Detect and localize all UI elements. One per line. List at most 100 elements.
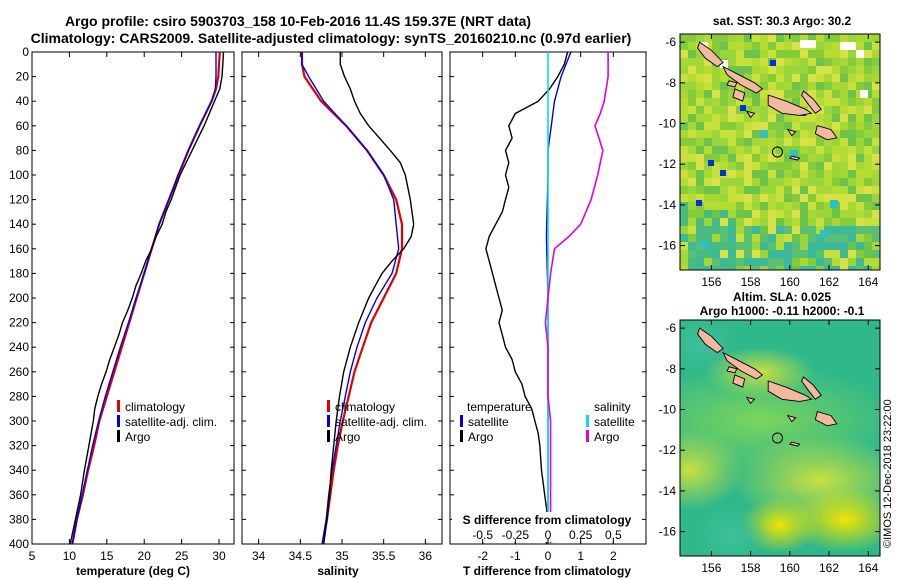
sst-cell [824, 82, 832, 90]
sst-cell [840, 250, 848, 258]
sst-cell [792, 250, 800, 258]
legend-swatch-satellite [117, 415, 120, 427]
sst-cell [792, 122, 800, 130]
sst-cell [680, 122, 688, 130]
island [732, 374, 746, 388]
legend-swatch-climatology [327, 400, 330, 412]
sst-cell [696, 218, 704, 226]
sst-cell [808, 178, 816, 186]
sst-cell [704, 82, 712, 90]
sst-cell [688, 122, 696, 130]
sst-cell-cold [740, 105, 746, 111]
sst-cell [856, 266, 864, 270]
sst-cell [792, 42, 800, 50]
sst-cell [800, 122, 808, 130]
sst-cell [808, 242, 816, 250]
sst-cell-missing [808, 40, 816, 48]
sst-cell [768, 194, 776, 202]
sst-cell [744, 66, 752, 74]
sst-cell [800, 138, 808, 146]
sst-cell [856, 66, 864, 74]
sst-cell [760, 106, 768, 114]
sst-cell [760, 154, 768, 162]
sst-cell [840, 58, 848, 66]
s-tick-label: -0.5 [472, 528, 493, 542]
sst-cell [848, 50, 856, 58]
sst-cell [872, 106, 880, 114]
sst-cell [712, 202, 720, 210]
sst-cell [688, 162, 696, 170]
sla-blob [680, 430, 745, 510]
sst-cell [752, 234, 760, 242]
sst-cell [696, 58, 704, 66]
sst-cell [816, 34, 824, 42]
legend-title-temperature: temperature [467, 400, 532, 414]
x-tick-label: 34.5 [289, 549, 313, 563]
sst-cell [784, 258, 792, 266]
legend-label-argo: Argo [125, 430, 151, 444]
sst-cell [776, 210, 784, 218]
sst-cell [704, 154, 712, 162]
sst-cell [752, 98, 760, 106]
difference-lines [485, 52, 609, 544]
x-tick-label: 34 [252, 549, 266, 563]
sst-cell [792, 82, 800, 90]
lat-tick-label: -6 [665, 35, 676, 49]
sst-cell [736, 242, 744, 250]
sst-cell [832, 42, 840, 50]
sst-cell [816, 90, 824, 98]
sst-cell [696, 266, 704, 270]
sst-cell [752, 138, 760, 146]
sst-map-grid [680, 34, 880, 270]
sst-cell [768, 50, 776, 58]
sst-cell [840, 162, 848, 170]
sst-cell [752, 170, 760, 178]
sst-cell [776, 66, 784, 74]
sst-cell [712, 114, 720, 122]
sst-cell [800, 226, 808, 234]
sst-cell [704, 258, 712, 266]
sst-cell [736, 130, 744, 138]
sst-cell [768, 162, 776, 170]
lon-tick-label: 158 [741, 275, 761, 289]
sst-cell [816, 194, 824, 202]
sst-cell [704, 210, 712, 218]
sst-cell [680, 162, 688, 170]
sst-cell [832, 170, 840, 178]
sst-cell [840, 154, 848, 162]
sst-cell [784, 266, 792, 270]
sst-cell [680, 58, 688, 66]
sst-cell [712, 186, 720, 194]
sst-cell [824, 90, 832, 98]
sst-cell [688, 194, 696, 202]
sst-cell [728, 194, 736, 202]
s-difference-label: S difference from climatology [463, 513, 632, 527]
sst-cell [744, 138, 752, 146]
sst-cell [784, 122, 792, 130]
sst-cell [840, 210, 848, 218]
sst-cell [688, 130, 696, 138]
sst-cell [792, 226, 800, 234]
legend-label-s-satellite: satellite [594, 415, 635, 429]
sst-cell [816, 154, 824, 162]
sst-cell [768, 90, 776, 98]
sst-cell [736, 202, 744, 210]
y-tick-label: 280 [9, 389, 29, 403]
sst-cell-cold [708, 160, 714, 166]
legend-swatch-satellite [327, 415, 330, 427]
sst-cell [816, 250, 824, 258]
sst-cell [752, 242, 760, 250]
sst-cell [832, 146, 840, 154]
sst-cell [808, 114, 816, 122]
y-tick-label: 40 [16, 94, 30, 108]
sst-cell [688, 226, 696, 234]
sst-cell [696, 234, 704, 242]
sst-cell [840, 170, 848, 178]
sst-cell [728, 202, 736, 210]
sst-cell [768, 130, 776, 138]
sst-cell [816, 186, 824, 194]
sst-cell [848, 122, 856, 130]
sst-cell [856, 98, 864, 106]
sst-cell [720, 234, 728, 242]
sst-cell [848, 162, 856, 170]
